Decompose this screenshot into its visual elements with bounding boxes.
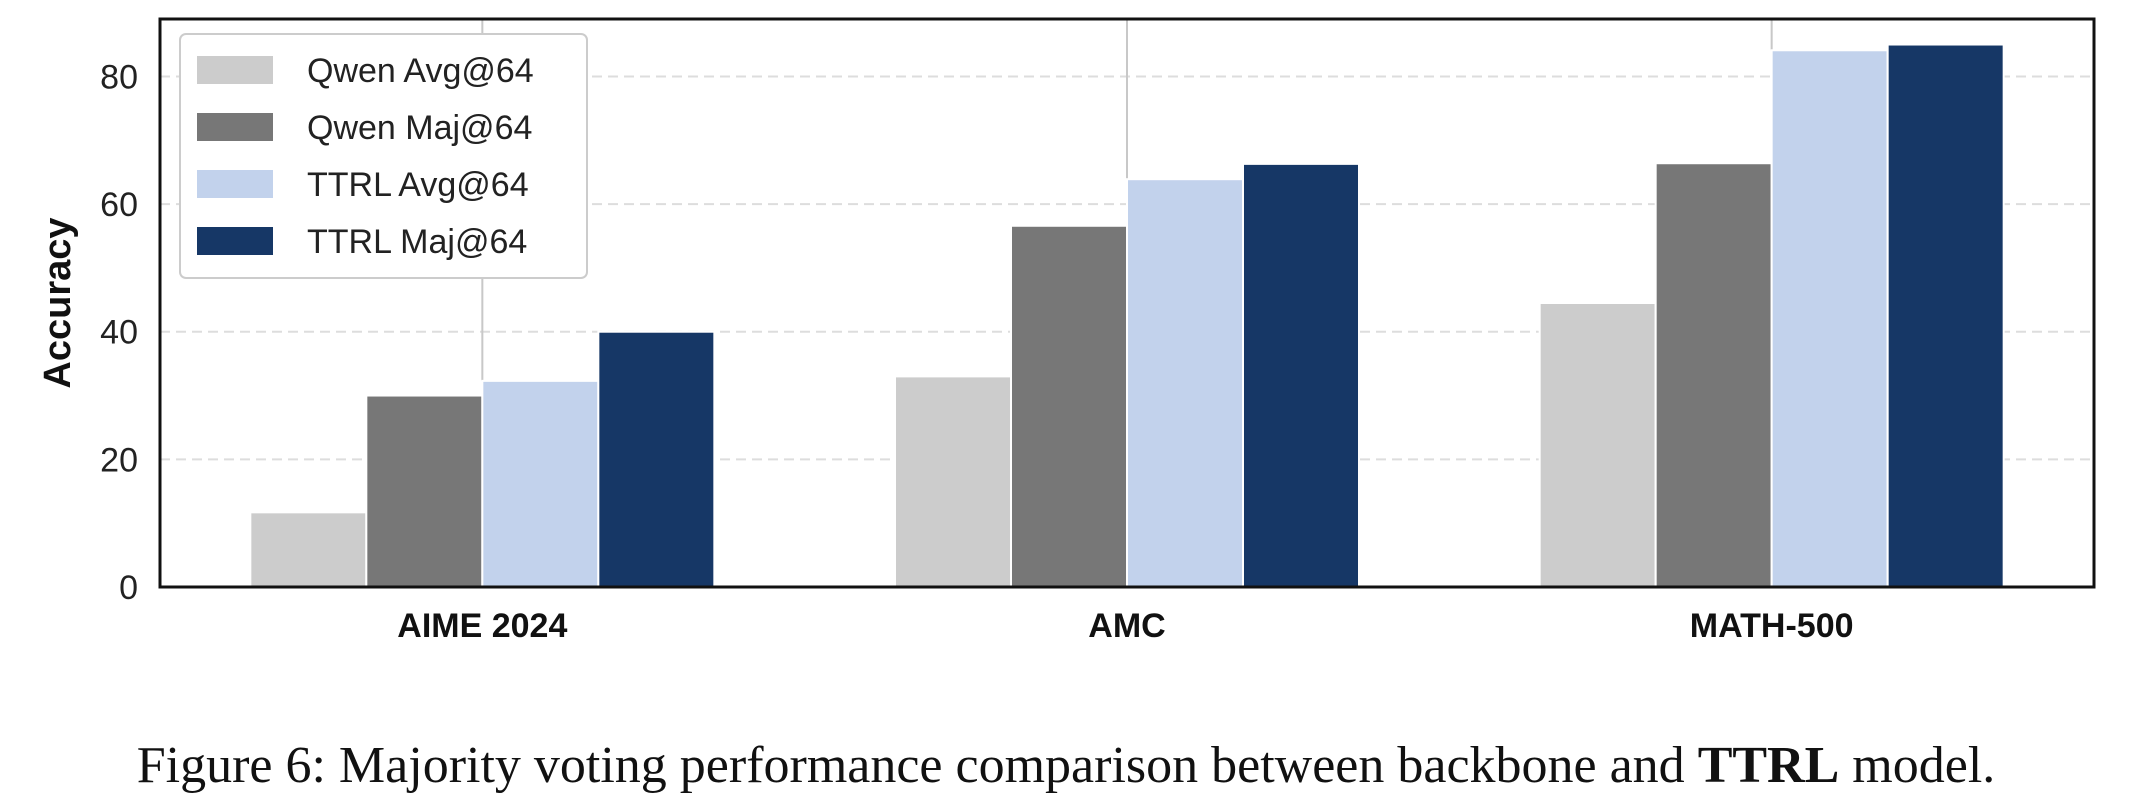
caption-prefix: Figure 6: Majority voting performance co… [136,737,1698,794]
bar [481,379,600,589]
legend-label: Qwen Avg@64 [307,52,534,90]
legend-label: TTRL Maj@64 [307,223,527,261]
x-category-label: MATH-500 [1690,607,1854,645]
bar [249,511,368,588]
legend: Qwen Avg@64 Qwen Maj@64 TTRL Avg@64 TTRL Ma… [179,33,588,279]
caption-suffix: model. [1839,737,1996,794]
figure-caption: Figure 6: Majority voting performance co… [0,736,2132,795]
x-category-label: AMC [1088,607,1165,645]
legend-box [179,33,588,279]
caption-bold: TTRL [1697,737,1840,794]
bar [1010,224,1128,588]
x-category-label: AIME 2024 [397,607,567,645]
bar [1126,178,1244,589]
bar [1886,43,2005,589]
legend-label: TTRL Avg@64 [307,166,529,204]
y-tick-label: 20 [100,441,138,479]
bar [1654,162,1773,588]
bar [365,394,484,589]
y-axis-title: Accuracy [37,217,79,388]
legend-swatch [197,113,273,141]
plot-frame [158,17,2096,589]
legend-swatch [197,56,273,84]
bars [249,19,2005,589]
y-tick-label: 60 [100,186,138,224]
bar [1242,162,1360,588]
bar [1770,49,1889,588]
y-tick-label: 40 [100,314,138,352]
legend-label: Qwen Maj@64 [307,109,532,147]
y-axis-ticks: 0 20 40 60 80 [100,58,138,607]
y-tick-label: 0 [119,569,138,607]
y-tick-label: 80 [100,58,138,96]
bar [597,330,716,589]
bar [894,375,1012,588]
bar [1538,302,1657,588]
x-axis-categories: AIME 2024 AMC MATH-500 [397,607,1853,645]
legend-swatch [197,170,273,198]
legend-swatch [197,227,273,255]
